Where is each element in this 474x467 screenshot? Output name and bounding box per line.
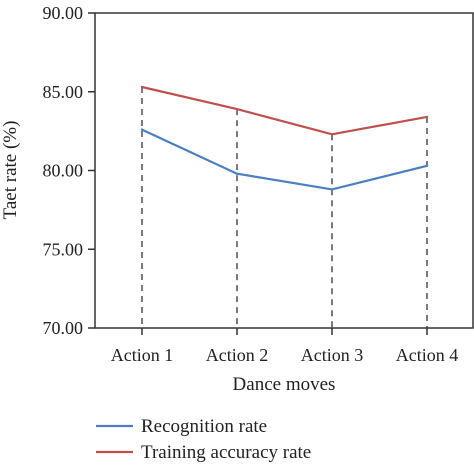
x-tick-label: Action 1 bbox=[111, 345, 174, 365]
x-tick-label: Action 3 bbox=[301, 345, 364, 365]
x-axis-label: Dance moves bbox=[233, 374, 336, 395]
x-tick-label: Action 4 bbox=[396, 345, 459, 365]
series-lines bbox=[140, 85, 429, 191]
series-line bbox=[141, 85, 428, 136]
data-point bbox=[235, 172, 239, 175]
y-tick-label: 70.00 bbox=[43, 318, 84, 338]
y-tick-label: 75.00 bbox=[43, 239, 84, 259]
data-point bbox=[425, 164, 429, 167]
legend: Recognition rate Training accuracy rate bbox=[96, 416, 311, 463]
series-line bbox=[141, 128, 428, 191]
data-point bbox=[330, 133, 334, 136]
legend-label: Recognition rate bbox=[141, 416, 267, 437]
y-axis-ticks: 70.00 75.00 80.00 85.00 90.00 bbox=[43, 3, 95, 338]
data-point bbox=[330, 188, 334, 191]
plot-area-frame bbox=[94, 12, 474, 329]
data-point bbox=[425, 115, 429, 119]
y-tick-label: 90.00 bbox=[43, 3, 84, 23]
data-point bbox=[140, 128, 144, 131]
data-point bbox=[235, 107, 239, 111]
y-tick-label: 85.00 bbox=[43, 82, 84, 102]
y-tick-label: 80.00 bbox=[43, 161, 84, 181]
drop-lines bbox=[141, 87, 428, 328]
y-axis-label: Taet rate (%) bbox=[0, 121, 21, 220]
x-tick-label: Action 2 bbox=[206, 345, 269, 365]
legend-label: Training accuracy rate bbox=[141, 442, 311, 463]
data-point bbox=[140, 85, 144, 89]
x-axis-ticks: Action 1 Action 2 Action 3 Action 4 bbox=[111, 328, 459, 365]
